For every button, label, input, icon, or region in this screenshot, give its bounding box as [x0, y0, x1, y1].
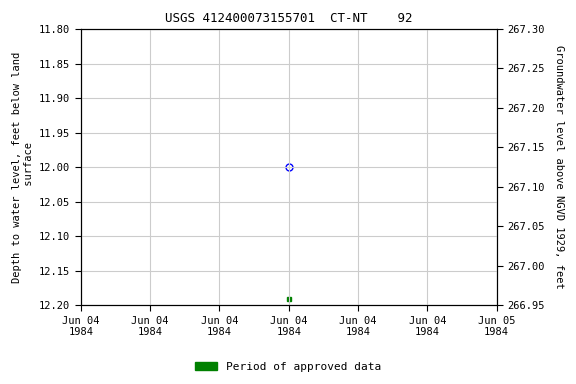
Legend: Period of approved data: Period of approved data [191, 358, 385, 377]
Y-axis label: Depth to water level, feet below land
 surface: Depth to water level, feet below land su… [12, 51, 33, 283]
Title: USGS 412400073155701  CT-NT    92: USGS 412400073155701 CT-NT 92 [165, 12, 412, 25]
Y-axis label: Groundwater level above NGVD 1929, feet: Groundwater level above NGVD 1929, feet [554, 45, 564, 289]
